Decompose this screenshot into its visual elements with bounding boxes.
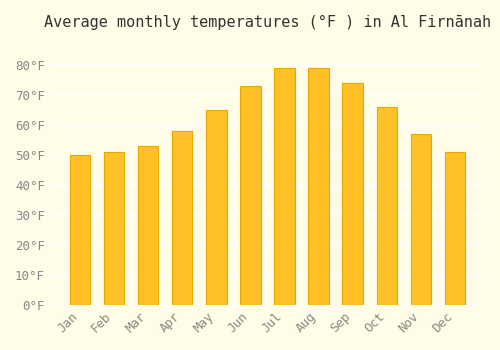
Title: Average monthly temperatures (°F ) in Al Firnānah: Average monthly temperatures (°F ) in Al… <box>44 15 491 30</box>
Bar <box>104 152 124 305</box>
Bar <box>138 146 158 305</box>
Bar <box>172 131 193 305</box>
Bar <box>308 68 329 305</box>
Bar <box>342 83 363 305</box>
Bar <box>240 86 260 305</box>
Bar <box>410 134 431 305</box>
Bar <box>445 152 465 305</box>
Bar <box>70 155 90 305</box>
Bar <box>206 110 227 305</box>
Bar <box>274 68 294 305</box>
Bar <box>376 107 397 305</box>
